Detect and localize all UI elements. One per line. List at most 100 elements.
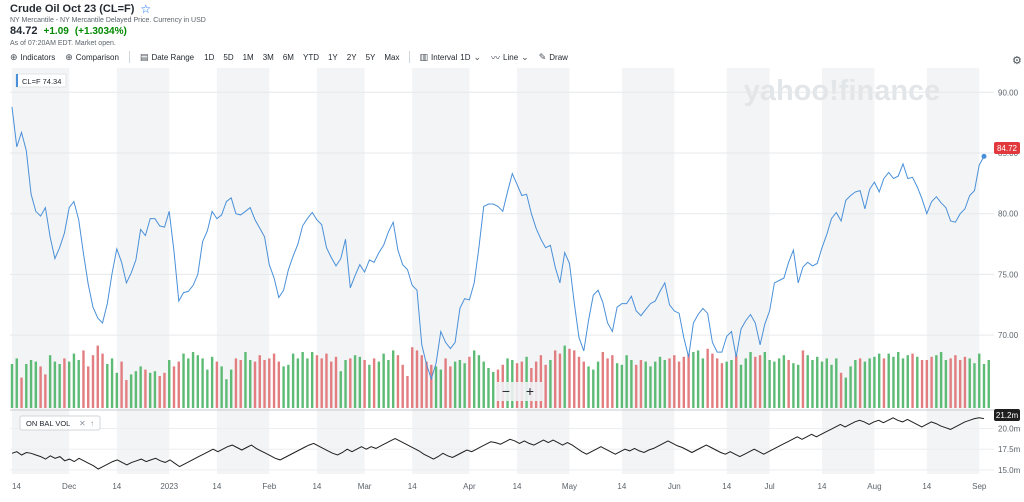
volume-bar: [263, 360, 266, 408]
volume-bar: [654, 361, 657, 408]
indicators-button[interactable]: ⊕ Indicators: [10, 52, 55, 63]
volume-bar: [449, 366, 452, 408]
range-5y-button[interactable]: 5Y: [365, 52, 376, 62]
quote-header: Crude Oil Oct 23 (CL=F) ☆ NY Mercantile …: [10, 2, 610, 48]
last-price-tag: 84.72: [994, 142, 1020, 154]
volume-bar: [229, 369, 233, 408]
line-type-dropdown[interactable]: 〰 Line ⌄: [491, 51, 529, 64]
volume-bar: [730, 360, 733, 408]
line-type-label: Line: [503, 52, 519, 62]
interval-value: 1D: [460, 52, 471, 62]
volume-bar: [658, 356, 662, 408]
volume-bar: [673, 355, 676, 408]
obv-up-arrow-icon[interactable]: ↑: [90, 419, 94, 428]
volume-bar: [368, 364, 371, 408]
obv-close-icon[interactable]: ✕: [79, 419, 86, 428]
range-5d-button[interactable]: 5D: [223, 52, 234, 62]
gear-icon[interactable]: ⚙: [1012, 55, 1022, 67]
obv-axis: 20.0m 17.5m 15.0m: [998, 425, 1021, 475]
volume-bar: [134, 371, 138, 408]
month-band: [726, 68, 770, 474]
range-3m-button[interactable]: 3M: [262, 52, 274, 62]
obv-last-tag: 21.2m: [994, 409, 1020, 421]
volume-bar: [468, 356, 471, 408]
volume-bar: [272, 353, 276, 408]
volume-bar: [601, 352, 605, 408]
volume-bar: [387, 360, 390, 408]
obv-tick-label: 17.5m: [998, 445, 1021, 454]
volume-bar: [839, 372, 843, 408]
toolbar-divider: [128, 51, 130, 63]
volume-bar: [268, 358, 271, 408]
chevron-down-icon: ⌄: [473, 51, 482, 62]
price-line: [11, 106, 985, 381]
volume-bar: [706, 348, 709, 408]
volume-bar: [644, 361, 647, 408]
range-1y-button[interactable]: 1Y: [327, 52, 338, 62]
volume-bar: [906, 355, 909, 408]
zoom-out-button[interactable]: −: [502, 383, 510, 399]
volume-bar: [391, 350, 395, 408]
range-max-button[interactable]: Max: [384, 52, 400, 62]
draw-button[interactable]: ✎ Draw: [539, 52, 568, 63]
volume-bar: [453, 361, 457, 408]
range-6m-button[interactable]: 6M: [282, 52, 294, 62]
interval-label: Interval: [431, 52, 458, 62]
month-band: [621, 68, 675, 474]
volume-bar: [763, 352, 767, 408]
volume-bar: [44, 374, 47, 408]
volume-bar: [577, 356, 581, 408]
comparison-label: Comparison: [75, 52, 119, 62]
range-1m-button[interactable]: 1M: [242, 52, 254, 62]
last-price-dot: [981, 153, 987, 159]
plus-circle-icon: ⊕: [65, 51, 73, 62]
volume-bar: [987, 360, 990, 408]
volume-bar: [830, 364, 833, 408]
date-tick-label: Jul: [764, 482, 774, 491]
volume-bar: [148, 372, 152, 408]
range-2y-button[interactable]: 2Y: [346, 52, 357, 62]
volume-bar: [725, 361, 728, 408]
comparison-button[interactable]: ⊕ Comparison: [65, 52, 119, 63]
volume-bar: [820, 361, 824, 408]
volume-bar: [782, 355, 786, 408]
date-tick-label: Jun: [668, 482, 681, 491]
volume-bar: [239, 360, 242, 408]
pencil-icon: ✎: [538, 51, 547, 62]
range-1d-button[interactable]: 1D: [204, 52, 215, 62]
volume-bar: [334, 356, 338, 408]
volume-bar: [773, 361, 776, 408]
volume-bar: [582, 361, 585, 408]
interval-dropdown[interactable]: ▥ Interval 1D ⌄: [420, 52, 482, 63]
volume-bar: [215, 361, 219, 408]
volume-bar: [982, 364, 986, 408]
volume-bar: [849, 366, 852, 408]
obv-label-box: ON BAL VOL ✕ ↑: [19, 415, 101, 431]
price-tick-label: 80.00: [998, 210, 1019, 219]
volume-bar: [901, 358, 905, 408]
volume-bar: [877, 353, 881, 408]
price-tick-label: 70.00: [998, 331, 1019, 340]
volume-bar: [77, 360, 80, 408]
volume-bar: [277, 361, 281, 408]
volume-bar: [439, 369, 443, 408]
volume-bar: [34, 361, 38, 408]
range-ytd-button[interactable]: YTD: [302, 52, 319, 62]
zoom-in-button[interactable]: +: [526, 383, 534, 399]
volume-bar: [863, 361, 867, 408]
volume-bar: [696, 350, 700, 408]
volume-bar: [358, 356, 362, 408]
date-range-button[interactable]: ▤ Date Range: [140, 52, 194, 63]
volume-bar: [296, 358, 300, 408]
volume-bar: [958, 360, 962, 408]
volume-bar: [458, 360, 462, 408]
volume-bar: [720, 363, 724, 408]
volume-bar: [425, 361, 428, 408]
watchlist-star-icon[interactable]: ☆: [140, 2, 152, 16]
volume-bar: [434, 366, 438, 408]
date-tick-label: May: [562, 482, 577, 491]
yahoo-finance-watermark: yahoo!finance: [744, 75, 941, 107]
date-axis: 14 Dec 14 2023 14 Feb 14 Mar 14 Apr 14 May 14 Jun 14 Ju…: [12, 482, 987, 491]
